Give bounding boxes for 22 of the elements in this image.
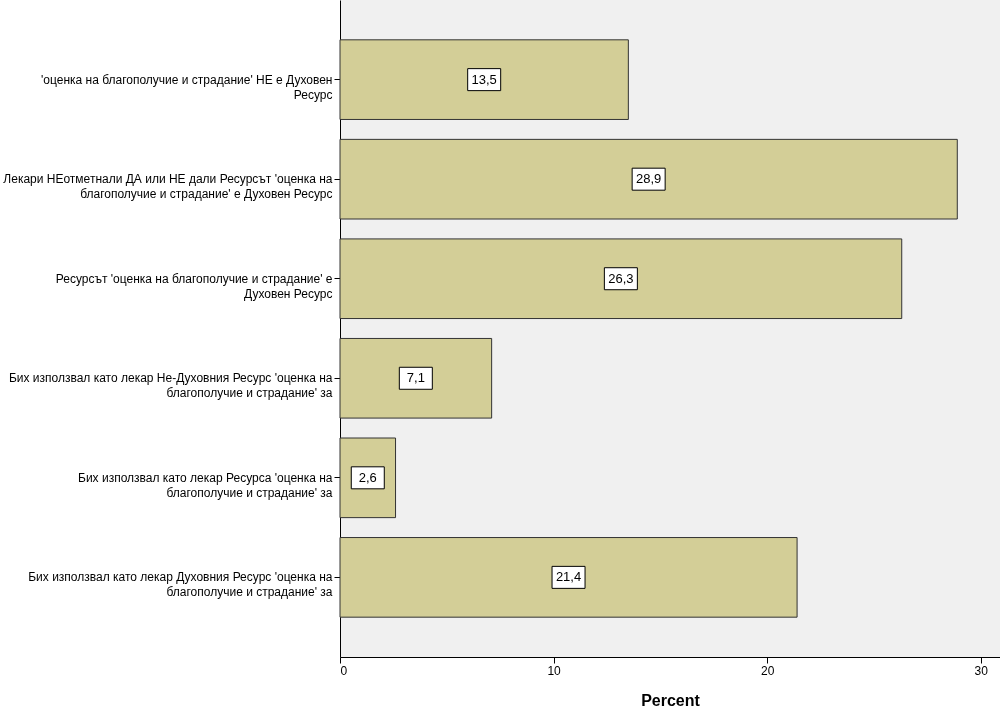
x-tick-label: 0 xyxy=(340,663,348,678)
data-label: 7,1 xyxy=(406,370,425,386)
y-tick-label: Ресурсът 'оценка на благополучие и страдание' е Духовен Ресурс xyxy=(55,271,333,301)
x-tick-label: 10 xyxy=(547,663,562,678)
bar xyxy=(339,537,798,618)
y-tick-label: Бих използвал като лекар Ресурса 'оценка на благополучие и страдание' за xyxy=(78,470,333,500)
bar xyxy=(339,138,958,220)
x-tick-label: 20 xyxy=(761,663,775,678)
data-label: 13,5 xyxy=(471,71,497,87)
x-axis-title: Percent xyxy=(641,691,701,709)
y-tick-label: 'оценка на благополучие и страдание' НЕ е Духовен Ресурс xyxy=(41,72,333,102)
y-tick-label: Бих използвал като лекар Не-Духовния Ресурс 'оценка на благополучие и страдание' за xyxy=(8,371,333,401)
bar xyxy=(339,238,903,320)
data-label: 28,9 xyxy=(635,171,662,187)
bar xyxy=(339,39,629,120)
bar xyxy=(339,337,493,419)
x-tick-label: 30 xyxy=(974,663,989,678)
data-label: 26,3 xyxy=(608,270,634,286)
data-label: 2,6 xyxy=(358,469,377,485)
data-label: 21,4 xyxy=(555,569,582,585)
y-tick-label: Бих използвал като лекар Духовния Ресурс 'оценка на благополучие и страдание' за xyxy=(28,570,333,600)
y-tick-label: Лекари НЕотметнали ДА или НЕ дали Ресурсът 'оценка на благополучие и страдание' е Духовен Ресурс xyxy=(3,172,333,202)
